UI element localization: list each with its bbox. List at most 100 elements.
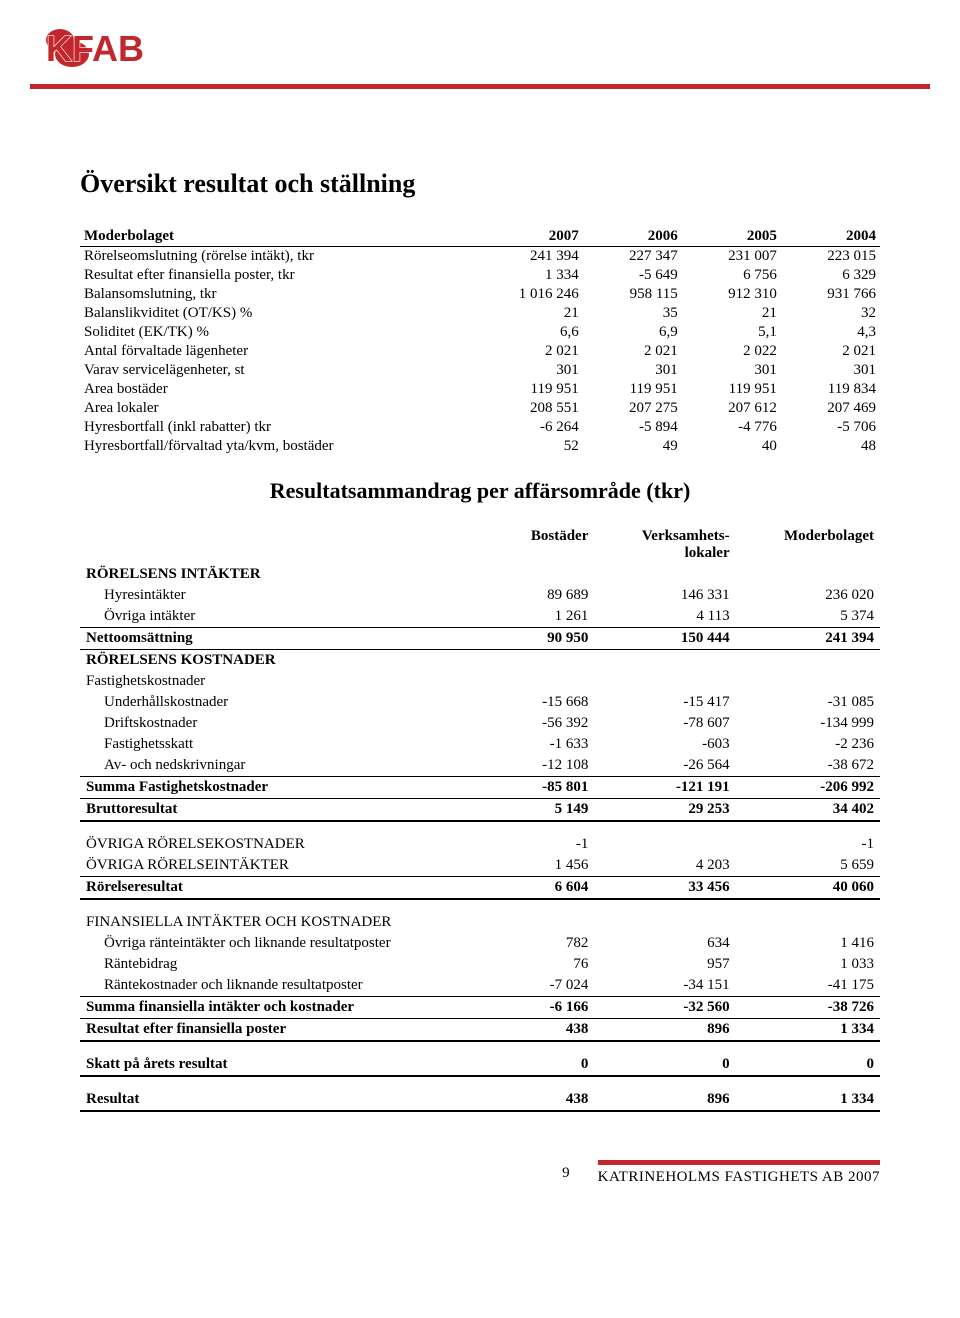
row-label: Soliditet (EK/TK) % (80, 323, 464, 342)
table-row: Av- och nedskrivningar-12 108-26 564-38 … (80, 755, 880, 777)
table-row: Fastighetskostnader (80, 671, 880, 692)
cell-value: 208 551 (464, 399, 583, 418)
table-row: RÖRELSENS INTÄKTER (80, 564, 880, 585)
cell-value: -78 607 (594, 713, 735, 734)
overview-table: Moderbolaget2007200620052004 Rörelseomsl… (80, 227, 880, 456)
cell-value: 438 (496, 1089, 594, 1111)
cell-value: 5,1 (682, 323, 781, 342)
table1-year-header: 2005 (682, 227, 781, 247)
table2-header-blank (80, 526, 496, 564)
cell-value: 119 834 (781, 380, 880, 399)
cell-value: 52 (464, 437, 583, 456)
table-row: Soliditet (EK/TK) %6,66,95,14,3 (80, 323, 880, 342)
result-summary-table: BostäderVerksamhets- lokalerModerbolaget… (80, 526, 880, 1124)
page-title: Översikt resultat och ställning (80, 169, 880, 199)
cell-value: 4 113 (594, 606, 735, 628)
row-label: Räntebidrag (80, 954, 496, 975)
cell-value (496, 650, 594, 672)
cell-value: -15 668 (496, 692, 594, 713)
table-row: Varav servicelägenheter, st301301301301 (80, 361, 880, 380)
cell-value: -12 108 (496, 755, 594, 777)
cell-value: -5 649 (583, 266, 682, 285)
table-row: FINANSIELLA INTÄKTER OCH KOSTNADER (80, 912, 880, 933)
logo-header: KFAB (0, 0, 960, 84)
table-row: Hyresbortfall/förvaltad yta/kvm, bostäde… (80, 437, 880, 456)
table2-col-header: Verksamhets- lokaler (594, 526, 735, 564)
row-label: Nettoomsättning (80, 628, 496, 650)
table-row: Area bostäder119 951119 951119 951119 83… (80, 380, 880, 399)
row-label: Resultat efter finansiella poster (80, 1019, 496, 1042)
cell-value: 21 (682, 304, 781, 323)
table1-year-header: 2004 (781, 227, 880, 247)
cell-value: 958 115 (583, 285, 682, 304)
cell-value: -6 264 (464, 418, 583, 437)
cell-value (496, 671, 594, 692)
cell-value: 40 (682, 437, 781, 456)
cell-value: -5 894 (583, 418, 682, 437)
cell-value: -32 560 (594, 997, 735, 1019)
table-row: Räntebidrag769571 033 (80, 954, 880, 975)
cell-value: 119 951 (464, 380, 583, 399)
cell-value: 76 (496, 954, 594, 975)
cell-value: 782 (496, 933, 594, 954)
cell-value (736, 912, 880, 933)
table2-col-header: Moderbolaget (736, 526, 880, 564)
row-label: RÖRELSENS INTÄKTER (80, 564, 496, 585)
row-label: Hyresbortfall (inkl rabatter) tkr (80, 418, 464, 437)
row-label: Area lokaler (80, 399, 464, 418)
cell-value: 6,6 (464, 323, 583, 342)
cell-value: 150 444 (594, 628, 735, 650)
row-label: Fastighetsskatt (80, 734, 496, 755)
cell-value (736, 564, 880, 585)
spacer-row (80, 1111, 880, 1124)
row-label: Bruttoresultat (80, 799, 496, 822)
cell-value: 0 (594, 1054, 735, 1076)
table-row: Hyresbortfall (inkl rabatter) tkr-6 264-… (80, 418, 880, 437)
row-label: Balanslikviditet (OT/KS) % (80, 304, 464, 323)
cell-value: 896 (594, 1089, 735, 1111)
cell-value: -1 (496, 834, 594, 855)
cell-value: 1 416 (736, 933, 880, 954)
cell-value: 1 016 246 (464, 285, 583, 304)
cell-value: 21 (464, 304, 583, 323)
table-row: Nettoomsättning90 950150 444241 394 (80, 628, 880, 650)
row-label: RÖRELSENS KOSTNADER (80, 650, 496, 672)
row-label: Av- och nedskrivningar (80, 755, 496, 777)
page-content: Översikt resultat och ställning Moderbol… (0, 139, 960, 1226)
table-row: Summa finansiella intäkter och kostnader… (80, 997, 880, 1019)
svg-text:KFAB: KFAB (46, 28, 144, 69)
cell-value: 207 469 (781, 399, 880, 418)
cell-value: 1 334 (736, 1019, 880, 1042)
cell-value: 90 950 (496, 628, 594, 650)
row-label: ÖVRIGA RÖRELSEKOSTNADER (80, 834, 496, 855)
cell-value: 146 331 (594, 585, 735, 606)
table-row: Area lokaler208 551207 275207 612207 469 (80, 399, 880, 418)
cell-value: -121 191 (594, 777, 735, 799)
cell-value: 5 374 (736, 606, 880, 628)
table-row: Driftskostnader-56 392-78 607-134 999 (80, 713, 880, 734)
cell-value: -7 024 (496, 975, 594, 997)
table-row: Fastighetsskatt-1 633-603-2 236 (80, 734, 880, 755)
cell-value: -206 992 (736, 777, 880, 799)
cell-value: 119 951 (583, 380, 682, 399)
cell-value: 301 (682, 361, 781, 380)
table-row: Rörelseresultat6 60433 45640 060 (80, 877, 880, 900)
cell-value (496, 912, 594, 933)
cell-value: 634 (594, 933, 735, 954)
row-label: Underhållskostnader (80, 692, 496, 713)
row-label: Antal förvaltade lägenheter (80, 342, 464, 361)
table-row: Antal förvaltade lägenheter2 0212 0212 0… (80, 342, 880, 361)
cell-value: 301 (583, 361, 682, 380)
row-label: FINANSIELLA INTÄKTER OCH KOSTNADER (80, 912, 496, 933)
row-label: Area bostäder (80, 380, 464, 399)
row-label: Rörelseomslutning (rörelse intäkt), tkr (80, 247, 464, 267)
cell-value: 957 (594, 954, 735, 975)
table-row: Övriga intäkter1 2614 1135 374 (80, 606, 880, 628)
cell-value: -34 151 (594, 975, 735, 997)
cell-value: 4,3 (781, 323, 880, 342)
table-row: Resultat efter finansiella poster4388961… (80, 1019, 880, 1042)
table-row: Balanslikviditet (OT/KS) %21352132 (80, 304, 880, 323)
cell-value: -5 706 (781, 418, 880, 437)
cell-value: 1 261 (496, 606, 594, 628)
footer-company: KATRINEHOLMS FASTIGHETS AB 2007 (598, 1160, 880, 1186)
